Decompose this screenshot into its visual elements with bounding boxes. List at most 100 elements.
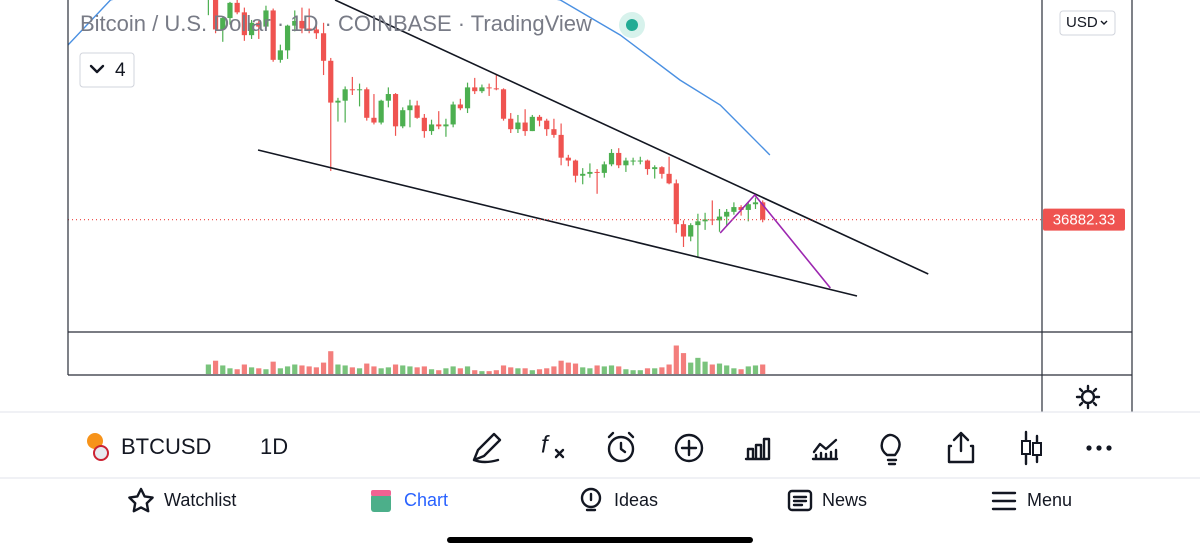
- volume-bar: [299, 365, 305, 374]
- candle-body: [371, 117, 377, 123]
- volume-bar: [479, 371, 485, 374]
- volume-bar: [277, 368, 283, 374]
- volume-bar: [673, 345, 679, 374]
- volume-bar: [580, 367, 586, 374]
- candle-body: [508, 118, 514, 130]
- volume-bar: [349, 367, 355, 374]
- menu-tab-icon[interactable]: [991, 491, 1017, 511]
- alert-icon[interactable]: [607, 431, 635, 463]
- dot: [1096, 445, 1102, 451]
- volume-bar: [292, 364, 298, 374]
- plus: [680, 439, 698, 457]
- candle-body: [436, 124, 442, 127]
- candle-body: [572, 160, 579, 176]
- volume-bar: [392, 364, 399, 374]
- indicators-icon[interactable]: [811, 438, 839, 461]
- volume-bar: [385, 367, 391, 374]
- candle-body: [299, 20, 305, 29]
- symbol[interactable]: BTCUSD: [121, 434, 211, 459]
- volume-bar: [601, 366, 607, 374]
- candle-body: [652, 167, 658, 170]
- volume-bar: [536, 369, 543, 374]
- candle-body: [378, 100, 384, 123]
- volume-bar: [558, 360, 564, 374]
- candle-body: [421, 117, 427, 132]
- tab-label[interactable]: Ideas: [614, 490, 658, 510]
- volume-bar: [356, 368, 363, 374]
- draw-icon[interactable]: [472, 432, 502, 464]
- tab-label[interactable]: Chart: [404, 490, 448, 510]
- volume-bar: [378, 368, 384, 374]
- volume-bar: [421, 366, 427, 374]
- currency-select[interactable]: USD: [1059, 10, 1116, 36]
- candle-body: [356, 89, 363, 91]
- currency-box[interactable]: [1059, 10, 1116, 36]
- candle-body: [342, 89, 348, 101]
- moving-average: [68, 0, 771, 156]
- volume-bar: [306, 366, 312, 374]
- candle-body: [220, 18, 226, 30]
- tab-label[interactable]: News: [822, 490, 867, 510]
- volume-bar: [241, 364, 247, 374]
- volume-bar: [428, 369, 435, 374]
- volume-bar: [630, 370, 636, 374]
- candle-body: [752, 202, 759, 205]
- candle-body: [565, 157, 571, 161]
- axes: 36882.33: [1043, 208, 1125, 231]
- candle-body: [500, 89, 507, 119]
- volume-bar: [450, 366, 456, 374]
- volume-bar: [284, 366, 291, 374]
- tab-label[interactable]: Watchlist: [164, 490, 236, 510]
- volume-bar: [400, 365, 406, 374]
- candle-body: [680, 224, 687, 237]
- chart-tab-icon[interactable]: [371, 494, 391, 512]
- candle-body: [601, 164, 607, 173]
- ideas-tab-icon-stem: [585, 492, 597, 512]
- ideas-tab-icon[interactable]: [580, 487, 602, 509]
- volume-bar: [464, 366, 471, 374]
- interval[interactable]: 1D: [260, 434, 288, 459]
- candle-body: [320, 33, 327, 61]
- candle-body: [284, 25, 291, 51]
- candle-body: [558, 134, 564, 158]
- volume-bar: [695, 357, 701, 374]
- volume-pane: [205, 345, 766, 374]
- add-icon[interactable]: [674, 433, 704, 463]
- candle-body: [472, 87, 478, 92]
- volume-bar: [335, 364, 341, 374]
- volume-bar: [738, 369, 744, 374]
- volume-bar: [760, 364, 766, 374]
- volume-bar: [263, 369, 269, 374]
- candle-body: [716, 216, 723, 221]
- volume-bar: [522, 368, 528, 374]
- volume-bar: [702, 361, 708, 374]
- watchlist-icon[interactable]: [128, 487, 154, 513]
- candle-body: [407, 105, 413, 111]
- candle-body: [522, 122, 528, 132]
- candle-body: [328, 60, 334, 103]
- more-icon[interactable]: [1086, 445, 1112, 451]
- candle-body: [616, 152, 622, 166]
- news-tab-icon[interactable]: [787, 489, 813, 512]
- candle-body: [630, 160, 636, 162]
- share-icon[interactable]: [947, 431, 975, 464]
- volume-bar: [371, 366, 377, 374]
- ideas-icon[interactable]: [880, 433, 901, 466]
- volume-bar: [472, 370, 478, 374]
- volume-bar: [270, 361, 276, 374]
- chart-type-icon[interactable]: [744, 437, 771, 461]
- toggle-box[interactable]: [79, 52, 135, 88]
- settings-icon[interactable]: [1075, 384, 1101, 410]
- tab-label[interactable]: Menu: [1027, 490, 1072, 510]
- last-price-box: [1043, 208, 1125, 231]
- fx-icon[interactable]: f: [541, 431, 550, 458]
- trendline: [334, 0, 929, 275]
- candle-body: [587, 171, 593, 174]
- candle-body: [457, 104, 463, 109]
- volume-bar: [616, 366, 622, 374]
- volume-bar: [529, 370, 535, 374]
- volume-bar: [644, 368, 651, 374]
- volume-bar: [457, 368, 463, 374]
- volume-bar: [659, 367, 665, 374]
- indicators-toggle[interactable]: 4: [79, 52, 135, 88]
